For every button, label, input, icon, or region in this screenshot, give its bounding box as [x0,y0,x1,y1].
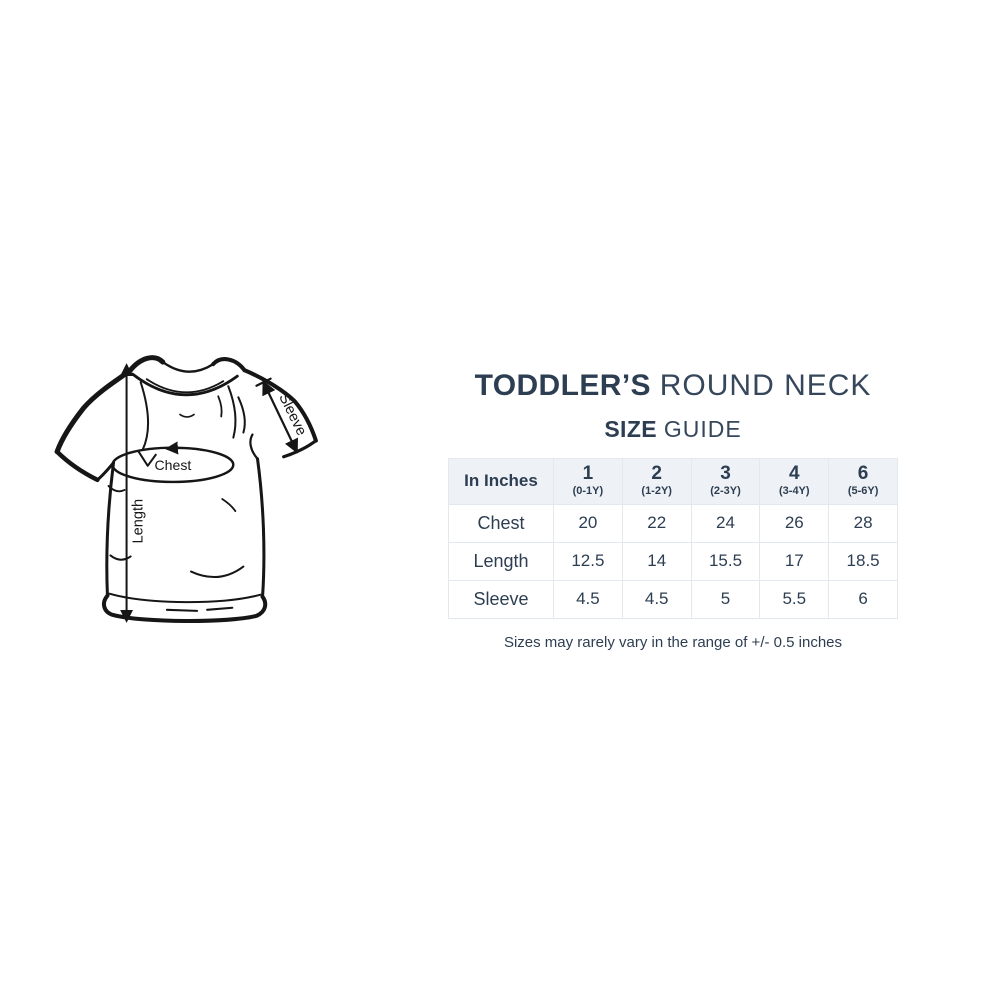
measurement-value: 20 [553,503,623,543]
page-subtitle-bold: SIZE [604,415,658,442]
measurement-label: Length [448,541,554,581]
measurement-value: 24 [690,503,761,543]
measurement-value: 14 [621,541,692,581]
size-variance-note: Sizes may rarely vary in the range of +/… [503,633,843,651]
size-number: 4 [789,462,800,484]
measurement-value: 5 [690,579,761,619]
size-table-row: Chest 20 22 24 26 28 [448,503,898,543]
page-title: TODDLER’S ROUND NECK [448,370,898,402]
size-table-header-row: In Inches 1 (0-1Y) 2 (1-2Y) 3 (2-3Y) 4 (3-4Y) 6(… [448,457,898,505]
size-column-header: 3 (2-3Y) [690,457,761,505]
measurement-label: Sleeve [448,579,554,619]
age-range: (2-3Y) [710,484,741,497]
measurement-value: 4.5 [553,579,623,619]
diagram-label-chest: Chest [155,457,192,473]
page-subtitle-light: GUIDE [663,415,742,442]
measurement-value: 17 [759,541,830,581]
sleeve-measure-line [255,377,305,457]
size-table-row: Sleeve 4.5 4.5 5 5.5 6 [448,579,898,619]
tshirt-diagram: Chest Length Sleeve [54,355,318,624]
size-column-header: 2 (1-2Y) [621,457,692,505]
measurement-value: 4.5 [621,579,692,619]
measurement-value: 6 [828,579,898,619]
chest-measure-ellipse [111,441,235,484]
measurement-value: 18.5 [828,541,898,581]
diagram-label-length: Length [131,499,147,544]
size-number: 2 [651,462,662,484]
size-column-header: 6 (5-6Y) [828,457,898,505]
page-title-bold: TODDLER’S [474,369,651,402]
age-range: (1-2Y) [641,484,672,497]
chest-arrow [164,441,205,455]
measurement-value: 5.5 [759,579,830,619]
size-table-row: Length 12.5 14 15.5 17 18.5 [448,541,898,581]
measurement-value: 28 [828,503,898,543]
measurement-value: 26 [759,503,830,543]
size-number: 1 [582,462,594,484]
size-table: In Inches 1 (0-1Y) 2 (1-2Y) 3 (2-3Y) 4 (3-4Y) 6(… [448,457,898,619]
measurement-value: 15.5 [690,541,761,581]
size-column-header: 4 (3-4Y) [759,457,830,505]
age-range: (0-1Y) [572,484,604,497]
size-column-header: 1 (0-1Y) [553,457,623,505]
size-guide-panel: TODDLER’S ROUND NECK SIZE GUIDE In Inche… [448,370,898,651]
page-subtitle: SIZE GUIDE [448,415,898,442]
age-range: (3-4Y) [779,484,810,497]
size-number: 6 [857,462,869,484]
unit-header-cell: In Inches [448,457,554,505]
measurement-label: Chest [448,503,554,543]
measurement-value: 22 [621,503,692,543]
size-table-body: Chest 20 22 24 26 28 Length 12.5 14 15.5 17 18.5 Sle… [448,503,898,619]
age-range: (5-6Y) [847,484,879,497]
measurement-value: 12.5 [553,541,623,581]
page-title-light: ROUND NECK [659,369,872,402]
size-number: 3 [720,462,731,484]
